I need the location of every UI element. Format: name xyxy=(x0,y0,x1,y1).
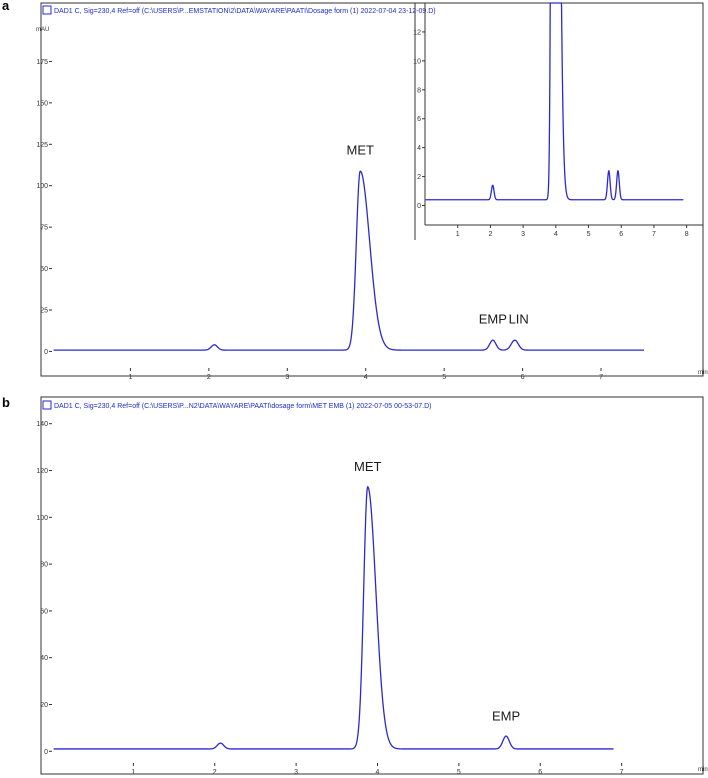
x-tick-label: 3 xyxy=(521,231,525,238)
panel-b-xlabel: min xyxy=(698,767,708,773)
y-tick-label: 75 xyxy=(40,225,48,232)
x-tick-label: 5 xyxy=(587,231,591,238)
panel-a-ylabel: mAU xyxy=(36,27,49,33)
y-tick-label: 0 xyxy=(44,749,48,756)
y-tick-label: 0 xyxy=(417,203,421,210)
x-tick-label: 3 xyxy=(285,374,289,381)
y-tick-label: 0 xyxy=(44,349,48,356)
x-tick-label: 4 xyxy=(554,231,558,238)
y-tick-label: 4 xyxy=(417,145,421,152)
panel-a-letter: a xyxy=(2,0,10,13)
panel-b-legend-swatch xyxy=(42,400,52,410)
y-tick-label: 60 xyxy=(40,608,48,615)
peak-label-met: MET xyxy=(354,459,382,474)
panel-a-xlabel: min xyxy=(698,370,708,376)
panel-b-chart: DAD1 C, Sig=230,4 Ref=off (C:\USERS\P...… xyxy=(36,396,708,776)
panel-b-letter: b xyxy=(2,395,10,410)
panel-a-trace xyxy=(53,170,645,351)
peak-label-emp: EMP xyxy=(479,311,507,326)
y-tick-label: 40 xyxy=(40,655,48,662)
x-tick-label: 1 xyxy=(131,769,135,776)
panel-a-header-bar xyxy=(41,3,703,17)
y-tick-label: 50 xyxy=(40,266,48,273)
peak-label-lin: LIN xyxy=(509,311,529,326)
x-tick-label: 6 xyxy=(619,231,623,238)
y-tick-label: 2 xyxy=(417,174,421,181)
x-tick-label: 6 xyxy=(538,769,542,776)
x-tick-label: 2 xyxy=(488,231,492,238)
inset-trace xyxy=(425,2,684,201)
y-tick-label: 25 xyxy=(40,308,48,315)
y-tick-label: 20 xyxy=(40,702,48,709)
x-tick-label: 4 xyxy=(376,769,380,776)
panel-b-trace xyxy=(53,485,614,750)
x-tick-label: 5 xyxy=(442,374,446,381)
y-tick-label: 100 xyxy=(36,183,48,190)
panel-a-chart: DAD1 C, Sig=230,4 Ref=off (C:\USERS\P...… xyxy=(36,2,708,381)
panel-b-frame xyxy=(40,396,704,775)
y-tick-label: 100 xyxy=(36,515,48,522)
panel-a-frame xyxy=(40,2,704,377)
y-tick-label: 10 xyxy=(413,58,421,65)
y-tick-label: 120 xyxy=(36,468,48,475)
x-tick-label: 7 xyxy=(620,769,624,776)
x-tick-label: 3 xyxy=(294,769,298,776)
x-tick-label: 7 xyxy=(599,374,603,381)
x-tick-label: 1 xyxy=(128,374,132,381)
peak-label-met: MET xyxy=(347,142,375,157)
x-tick-label: 7 xyxy=(652,231,656,238)
y-tick-label: 80 xyxy=(40,562,48,569)
x-tick-label: 4 xyxy=(364,374,368,381)
y-tick-label: 150 xyxy=(36,100,48,107)
peak-label-emp: EMP xyxy=(492,708,520,723)
y-tick-label: 140 xyxy=(36,421,48,428)
panel-a-legend-swatch xyxy=(42,5,52,15)
x-tick-label: 2 xyxy=(207,374,211,381)
x-tick-label: 5 xyxy=(457,769,461,776)
y-tick-label: 6 xyxy=(417,116,421,123)
panel-b-header-text: DAD1 C, Sig=230,4 Ref=off (C:\USERS\P...… xyxy=(54,403,432,410)
y-tick-label: 8 xyxy=(417,87,421,94)
y-tick-label: 125 xyxy=(36,142,48,149)
x-tick-label: 8 xyxy=(685,231,689,238)
y-tick-label: 175 xyxy=(36,59,48,66)
x-tick-label: 2 xyxy=(213,769,217,776)
x-tick-label: 6 xyxy=(521,374,525,381)
panel-a-header-text: DAD1 C, Sig=230,4 Ref=off (C:\USERS\P...… xyxy=(54,8,436,15)
x-tick-label: 1 xyxy=(456,231,460,238)
y-tick-label: 12 xyxy=(413,29,421,36)
